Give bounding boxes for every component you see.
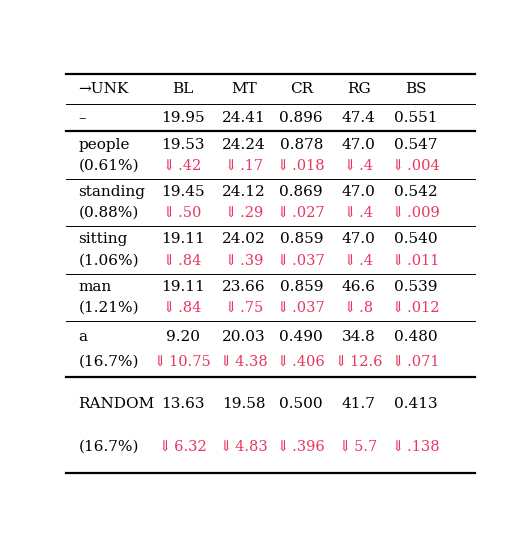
- Text: 19.58: 19.58: [222, 397, 266, 411]
- Text: 19.11: 19.11: [161, 280, 204, 294]
- Text: 0.480: 0.480: [394, 330, 438, 344]
- Text: ⇓ .84: ⇓ .84: [164, 253, 202, 267]
- Text: RANDOM: RANDOM: [78, 397, 155, 411]
- Text: 47.4: 47.4: [342, 111, 375, 125]
- Text: BL: BL: [172, 82, 193, 96]
- Text: (1.06%): (1.06%): [78, 253, 139, 267]
- Text: ⇓ 12.6: ⇓ 12.6: [335, 355, 382, 369]
- Text: ⇓ .018: ⇓ .018: [278, 158, 325, 172]
- Text: (1.21%): (1.21%): [78, 301, 139, 315]
- Text: ⇓ .42: ⇓ .42: [164, 158, 202, 172]
- Text: ⇓ 10.75: ⇓ 10.75: [154, 355, 211, 369]
- Text: man: man: [78, 280, 111, 294]
- Text: 23.66: 23.66: [222, 280, 266, 294]
- Text: ⇓ .071: ⇓ .071: [392, 355, 440, 369]
- Text: MT: MT: [231, 82, 257, 96]
- Text: standing: standing: [78, 185, 145, 199]
- Text: ⇓ .012: ⇓ .012: [392, 301, 440, 315]
- Text: ⇓ .4: ⇓ .4: [344, 158, 373, 172]
- Text: 0.500: 0.500: [279, 397, 323, 411]
- Text: 0.878: 0.878: [280, 138, 323, 152]
- Text: ⇓ .011: ⇓ .011: [392, 253, 439, 267]
- Text: (16.7%): (16.7%): [78, 440, 139, 454]
- Text: (16.7%): (16.7%): [78, 355, 139, 369]
- Text: ⇓ .037: ⇓ .037: [277, 301, 325, 315]
- Text: 47.0: 47.0: [342, 185, 375, 199]
- Text: ⇓ .17: ⇓ .17: [225, 158, 263, 172]
- Text: ⇓ 5.7: ⇓ 5.7: [340, 440, 378, 454]
- Text: 24.41: 24.41: [222, 111, 266, 125]
- Text: BS: BS: [405, 82, 427, 96]
- Text: 24.24: 24.24: [222, 138, 266, 152]
- Text: ⇓ 6.32: ⇓ 6.32: [159, 440, 206, 454]
- Text: 47.0: 47.0: [342, 138, 375, 152]
- Text: ⇓ .396: ⇓ .396: [277, 440, 325, 454]
- Text: ⇓ .84: ⇓ .84: [164, 301, 202, 315]
- Text: –: –: [78, 111, 86, 125]
- Text: 0.859: 0.859: [279, 280, 323, 294]
- Text: 0.413: 0.413: [394, 397, 438, 411]
- Text: (0.88%): (0.88%): [78, 206, 139, 220]
- Text: 0.539: 0.539: [394, 280, 438, 294]
- Text: ⇓ .4: ⇓ .4: [344, 253, 373, 267]
- Text: RG: RG: [347, 82, 371, 96]
- Text: ⇓ .75: ⇓ .75: [225, 301, 263, 315]
- Text: 24.12: 24.12: [222, 185, 266, 199]
- Text: ⇓ .009: ⇓ .009: [392, 206, 440, 220]
- Text: 13.63: 13.63: [161, 397, 204, 411]
- Text: 0.547: 0.547: [394, 138, 438, 152]
- Text: ⇓ .406: ⇓ .406: [277, 355, 325, 369]
- Text: sitting: sitting: [78, 232, 128, 246]
- Text: 19.45: 19.45: [161, 185, 204, 199]
- Text: 19.53: 19.53: [161, 138, 204, 152]
- Text: 0.540: 0.540: [394, 232, 438, 246]
- Text: 0.542: 0.542: [394, 185, 438, 199]
- Text: ⇓ 4.38: ⇓ 4.38: [220, 355, 268, 369]
- Text: 20.03: 20.03: [222, 330, 266, 344]
- Text: CR: CR: [290, 82, 313, 96]
- Text: 0.551: 0.551: [394, 111, 438, 125]
- Text: 47.0: 47.0: [342, 232, 375, 246]
- Text: 0.490: 0.490: [279, 330, 323, 344]
- Text: ⇓ .138: ⇓ .138: [392, 440, 440, 454]
- Text: ⇓ .39: ⇓ .39: [225, 253, 263, 267]
- Text: ⇓ .4: ⇓ .4: [344, 206, 373, 220]
- Text: 19.11: 19.11: [161, 232, 204, 246]
- Text: 41.7: 41.7: [342, 397, 375, 411]
- Text: ⇓ .037: ⇓ .037: [277, 253, 325, 267]
- Text: 0.896: 0.896: [279, 111, 323, 125]
- Text: people: people: [78, 138, 130, 152]
- Text: →UNK: →UNK: [78, 82, 128, 96]
- Text: ⇓ .027: ⇓ .027: [278, 206, 325, 220]
- Text: 46.6: 46.6: [342, 280, 375, 294]
- Text: 0.869: 0.869: [279, 185, 323, 199]
- Text: ⇓ .8: ⇓ .8: [344, 301, 373, 315]
- Text: ⇓ 4.83: ⇓ 4.83: [220, 440, 268, 454]
- Text: 0.859: 0.859: [279, 232, 323, 246]
- Text: 34.8: 34.8: [342, 330, 375, 344]
- Text: 19.95: 19.95: [161, 111, 204, 125]
- Text: 24.02: 24.02: [222, 232, 266, 246]
- Text: a: a: [78, 330, 87, 344]
- Text: ⇓ .50: ⇓ .50: [164, 206, 202, 220]
- Text: ⇓ .004: ⇓ .004: [392, 158, 440, 172]
- Text: 9.20: 9.20: [166, 330, 200, 344]
- Text: ⇓ .29: ⇓ .29: [225, 206, 263, 220]
- Text: (0.61%): (0.61%): [78, 158, 139, 172]
